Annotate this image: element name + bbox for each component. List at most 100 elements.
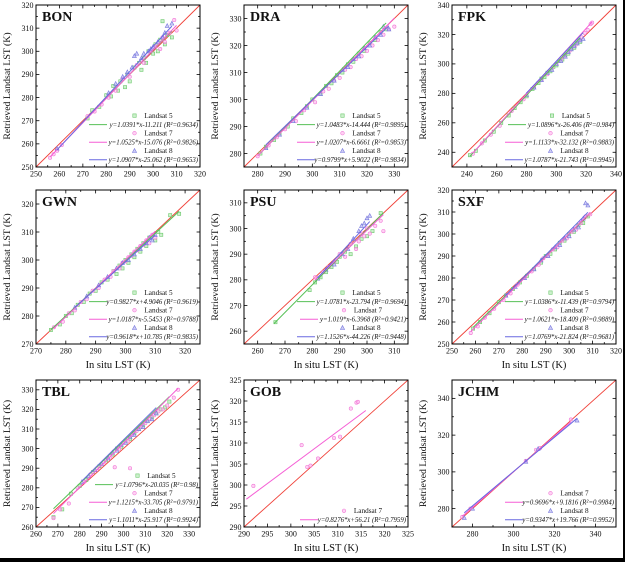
regression-line — [246, 410, 367, 500]
svg-text:260: 260 — [252, 347, 264, 356]
legend-series-name: Landsat 7 — [560, 130, 589, 138]
scatter-plot-DRA: 280 280 290 290 300 300 310 310 320 320 330 330 Retr… — [210, 4, 409, 179]
legend-series-name: Landsat 7 — [560, 307, 589, 315]
svg-text:295: 295 — [230, 502, 242, 511]
x-axis-label: In situ LST (K) — [86, 360, 151, 371]
svg-text:240: 240 — [461, 170, 473, 179]
legend-equation: y=1.1215*x-33.705 (R²=0.9791) — [108, 499, 199, 506]
svg-text:250: 250 — [446, 347, 458, 356]
axis-ticks — [35, 379, 201, 528]
x-axis-label: In situ LST (K) — [294, 360, 359, 371]
svg-text:300: 300 — [22, 444, 34, 453]
x-axis-label: In situ LST (K) — [502, 543, 567, 554]
legend-equation: y=0.9696*x+9.1816 (R²=0.9984) — [521, 499, 614, 506]
panel-GOB: 290 290 295 295 300 300 305 305 310 310 315 315 320 3… — [208, 375, 416, 558]
svg-text:315: 315 — [230, 418, 242, 427]
legend-series-name: Landsat 5 — [352, 112, 381, 120]
legend-series-name: Landsat 5 — [560, 289, 589, 297]
svg-text:290: 290 — [22, 464, 34, 473]
legend-series-name: Landsat 5 — [144, 289, 173, 297]
legend-equation: y=0.9347*x+19.766 (R²=0.9952) — [521, 517, 614, 524]
svg-text:300: 300 — [508, 530, 520, 539]
legend: Landsat 5 y=0.9827*x+4.9046 (R²=0.9619) La… — [89, 289, 199, 341]
regression-line — [53, 396, 170, 510]
legend-series-name: Landsat 7 — [144, 490, 173, 498]
legend-equation: y=0.9618*x+10.785 (R²=0.9835) — [105, 334, 198, 341]
svg-text:280: 280 — [60, 347, 72, 356]
axis-tick-labels: 280 280 290 290 300 300 310 310 320 320 330 330 — [230, 14, 401, 178]
series-landsat-7 — [255, 24, 397, 159]
svg-text:310: 310 — [334, 170, 346, 179]
legend-series-name: Landsat 7 — [354, 307, 383, 315]
svg-text:315: 315 — [355, 530, 367, 539]
regression-line — [265, 25, 390, 146]
svg-text:320: 320 — [161, 530, 173, 539]
legend: Landsat 5y=1.0391*x-11.211 (R²=0.9634)La… — [89, 112, 199, 164]
panel-JCHM: 280 280 300 300 320 320 340 340 Retrieved Landsa… — [416, 375, 623, 558]
legend-series-name: Landsat 8 — [144, 324, 173, 332]
scatter-plot-JCHM: 280 280 300 300 320 320 340 340 Retrieved Landsa… — [418, 379, 617, 554]
svg-text:300: 300 — [361, 347, 373, 356]
legend-series-name: Landsat 8 — [560, 147, 589, 155]
legend-series-name: Landsat 5 — [562, 112, 591, 120]
series-landsat-8 — [263, 23, 392, 150]
svg-text:250: 250 — [438, 340, 450, 349]
legend: Landsat 5y=1.0896*x-26.406 (R²=0.984)Lan… — [505, 112, 615, 164]
legend-series-name: Landsat 7 — [352, 130, 381, 138]
svg-text:320: 320 — [22, 405, 34, 414]
svg-text:310: 310 — [230, 68, 242, 77]
svg-text:290: 290 — [124, 170, 136, 179]
panel-DRA: 280 280 290 290 300 300 310 310 320 320 330 330 Retr… — [208, 0, 416, 185]
svg-text:310: 310 — [587, 347, 599, 356]
svg-text:310: 310 — [22, 24, 34, 33]
legend-series-name: Landsat 5 — [144, 112, 173, 120]
axis-tick-labels: 240 240 260 260 280 280 300 300 320 320 340 340 — [438, 1, 623, 179]
svg-text:280: 280 — [438, 504, 450, 513]
y-axis-label: Retrieved Landsat LST (K) — [2, 400, 13, 507]
axis-ticks — [243, 4, 409, 168]
y-axis-label: Retrieved Landsat LST (K) — [418, 32, 429, 139]
svg-text:260: 260 — [491, 170, 503, 179]
legend-equation: y=1.0483*x-14.444 (R²=0.9895) — [316, 122, 407, 129]
legend: Landsat 5y=1.0796*x-20.035 (R²=0.98)Land… — [89, 472, 199, 524]
legend: Landsat 7 y=0.8276*x+56.21 (R²=0.7959) — [300, 507, 407, 524]
y-axis-label: Retrieved Landsat LST (K) — [2, 32, 13, 139]
x-axis-label: In situ LST (K) — [502, 360, 567, 371]
svg-text:300: 300 — [230, 481, 242, 490]
svg-text:260: 260 — [30, 530, 42, 539]
svg-text:260: 260 — [230, 327, 242, 336]
svg-text:320: 320 — [379, 530, 391, 539]
svg-text:305: 305 — [308, 530, 320, 539]
svg-text:320: 320 — [438, 30, 450, 39]
svg-text:300: 300 — [230, 95, 242, 104]
legend-equation: y=0.9827*x+4.9046 (R²=0.9619) — [105, 299, 198, 306]
svg-text:270: 270 — [22, 503, 34, 512]
axis-ticks — [243, 379, 409, 528]
svg-text:310: 310 — [22, 228, 34, 237]
svg-text:310: 310 — [230, 199, 242, 208]
svg-text:340: 340 — [438, 394, 450, 403]
legend-series-name: Landsat 8 — [144, 147, 173, 155]
plot-frame — [451, 4, 617, 168]
legend-equation: y=1.0907*x-25.062 (R²=0.9653) — [108, 157, 199, 164]
svg-text:320: 320 — [22, 1, 34, 10]
svg-text:310: 310 — [332, 530, 344, 539]
legend-series-name: Landsat 8 — [352, 324, 381, 332]
panel-title: FPK — [458, 10, 486, 25]
svg-text:300: 300 — [563, 347, 575, 356]
svg-text:330: 330 — [22, 386, 34, 395]
svg-text:300: 300 — [22, 47, 34, 56]
svg-text:320: 320 — [230, 41, 242, 50]
plot-frame — [35, 189, 201, 345]
y-axis-label: Retrieved Landsat LST (K) — [210, 400, 221, 507]
svg-text:300: 300 — [119, 347, 131, 356]
svg-text:320: 320 — [194, 170, 206, 179]
svg-text:290: 290 — [230, 122, 242, 131]
svg-text:270: 270 — [279, 347, 291, 356]
